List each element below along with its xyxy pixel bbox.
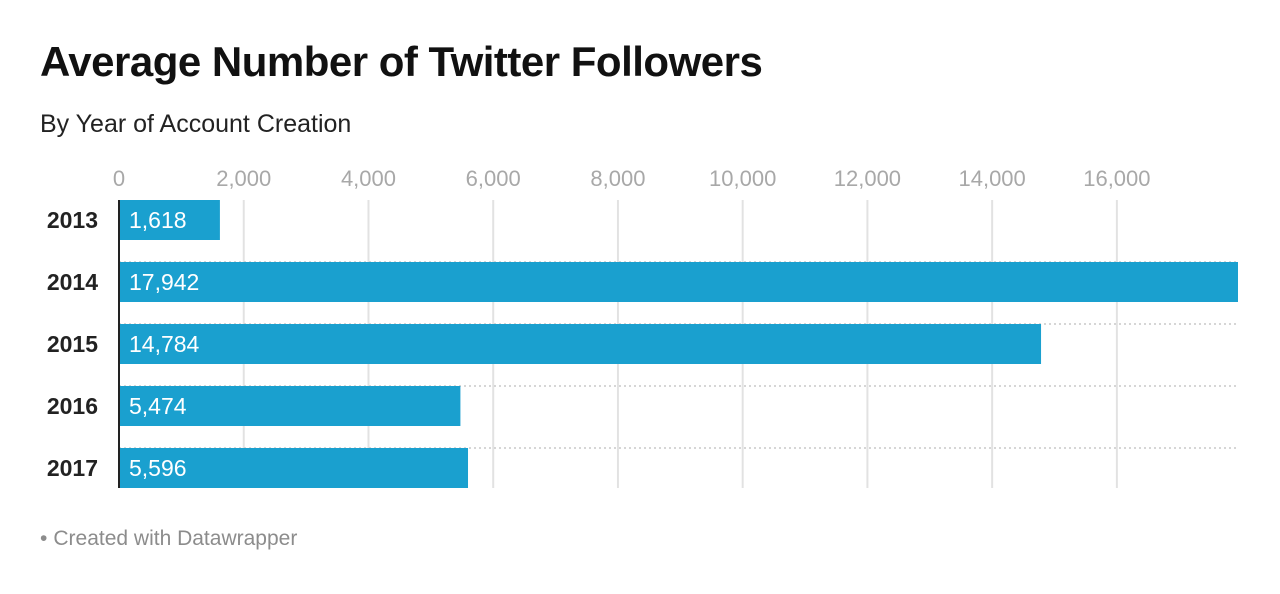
x-tick-label: 14,000 [958,166,1025,191]
x-tick-label: 0 [113,166,125,191]
category-label: 2016 [47,393,98,419]
bar-2016 [119,386,461,426]
bar-2017 [119,448,469,488]
footer-bullet: • [40,527,48,550]
chart-subtitle: By Year of Account Creation [40,110,352,138]
bar-value-label: 5,596 [129,455,187,481]
x-tick-label: 2,000 [216,166,271,191]
x-tick-label: 6,000 [466,166,521,191]
bar-2015 [119,324,1042,364]
bar-value-label: 17,942 [129,269,199,295]
bar-2013 [119,200,220,240]
bar-chart: 0 2,000 4,000 6,000 8,000 10,000 12,000 14,000 1… [47,166,1238,488]
x-tick-label: 10,000 [709,166,776,191]
x-tick-label: 4,000 [341,166,396,191]
category-label: 2015 [47,331,98,357]
category-label: 2013 [47,207,98,233]
footer-credit: • Created with Datawrapper [40,527,297,551]
bar-2014 [119,262,1238,302]
bar-value-label: 5,474 [129,393,187,419]
chart-title: Average Number of Twitter Followers [40,38,763,85]
category-label: 2017 [47,455,98,481]
footer-credit-text: Created with Datawrapper [53,527,298,550]
bar-value-label: 14,784 [129,331,200,357]
bar-value-label: 1,618 [129,207,187,233]
category-label: 2014 [47,269,98,295]
x-tick-label: 16,000 [1083,166,1150,191]
x-tick-label: 12,000 [834,166,901,191]
x-tick-label: 8,000 [590,166,645,191]
